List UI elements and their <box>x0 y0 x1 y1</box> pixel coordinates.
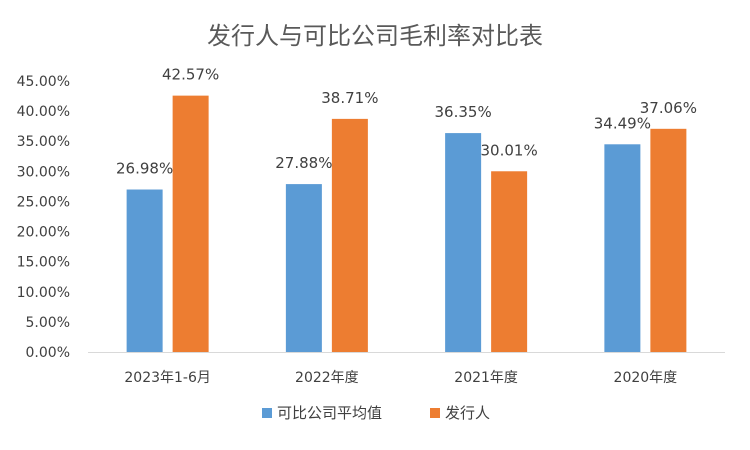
bar-issuer-3 <box>650 128 687 352</box>
chart-title: 发行人与可比公司毛利率对比表 <box>207 22 543 50</box>
bar-comparable-average-3 <box>604 144 641 352</box>
bar-comparable-average-2 <box>445 133 482 352</box>
y-tick-label: 5.00% <box>26 315 70 331</box>
data-label: 37.06% <box>640 99 697 117</box>
x-tick-label: 2021年度 <box>454 370 518 386</box>
y-tick-label: 10.00% <box>17 285 70 301</box>
y-axis: 0.00% 5.00% 10.00% 15.00% 20.00% 25.00% 30.00%… <box>17 74 70 361</box>
data-label: 42.57% <box>162 66 219 84</box>
y-tick-label: 0.00% <box>26 345 70 361</box>
data-label: 27.88% <box>275 154 332 172</box>
y-tick-label: 35.00% <box>17 134 70 150</box>
legend-label: 发行人 <box>445 404 490 422</box>
bar-issuer-0 <box>172 95 209 352</box>
data-label: 26.98% <box>116 160 173 178</box>
y-tick-label: 40.00% <box>17 104 70 120</box>
bar-issuer-1 <box>331 118 368 352</box>
data-label: 34.49% <box>594 114 651 132</box>
data-label: 30.01% <box>481 141 538 159</box>
legend: 可比公司平均值 发行人 <box>262 404 490 422</box>
data-labels-group: 26.98% 42.57% 27.88% 38.71% 36.35% 30.01% 34.4… <box>116 66 697 178</box>
legend-swatch <box>430 408 440 418</box>
x-axis: 2023年1-6月 2022年度 2021年度 2020年度 <box>124 370 677 386</box>
legend-swatch <box>262 408 272 418</box>
data-label: 36.35% <box>435 103 492 121</box>
y-tick-label: 15.00% <box>17 255 70 271</box>
y-tick-label: 30.00% <box>17 164 70 180</box>
bar-comparable-average-1 <box>285 184 322 352</box>
y-tick-label: 20.00% <box>17 225 70 241</box>
y-tick-label: 25.00% <box>17 194 70 210</box>
bar-issuer-2 <box>491 171 528 352</box>
x-tick-label: 2023年1-6月 <box>124 370 211 386</box>
data-label: 38.71% <box>321 89 378 107</box>
bars-group <box>126 95 687 352</box>
x-tick-label: 2020年度 <box>614 370 678 386</box>
legend-label: 可比公司平均值 <box>277 404 382 422</box>
bar-comparable-average-0 <box>126 189 163 352</box>
y-tick-label: 45.00% <box>17 74 70 90</box>
x-tick-label: 2022年度 <box>295 370 359 386</box>
